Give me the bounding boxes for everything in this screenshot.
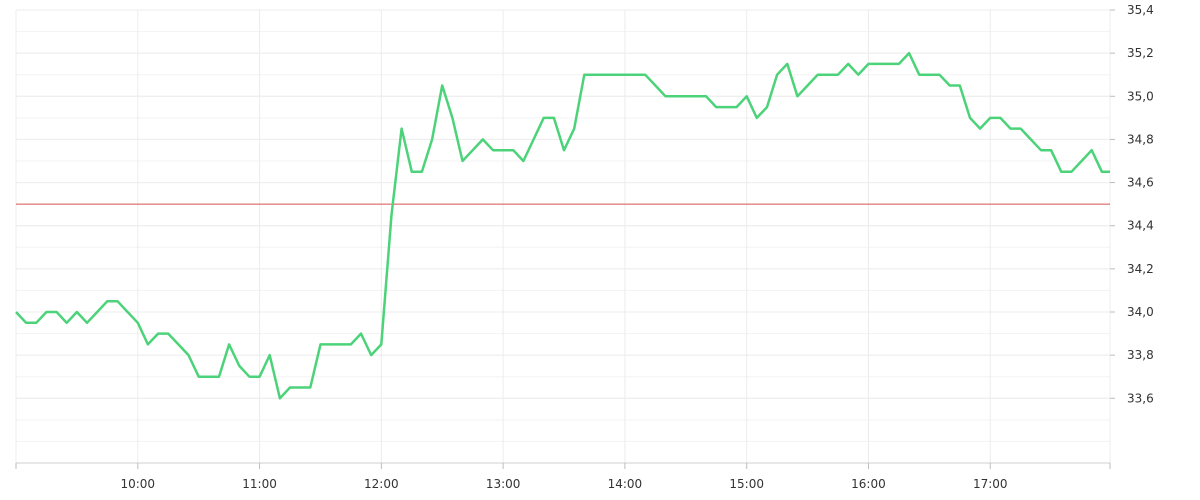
y-tick-label: 34,4 <box>1127 219 1154 233</box>
y-tick-label: 35,4 <box>1127 3 1154 17</box>
chart-grid <box>15 9 1111 464</box>
x-tick-label: 13:00 <box>486 477 521 491</box>
x-axis-ticks: 10:00 11:00 12:00 13:00 14:00 15:00 16:00 17:00 <box>15 463 1111 491</box>
x-tick-label: 10:00 <box>120 477 155 491</box>
y-axis-ticks: 33,6 33,8 34,0 34,2 34,4 34,6 34,8 35,0 35,2 35,4 <box>1110 3 1154 405</box>
x-tick-label: 14:00 <box>608 477 643 491</box>
price-series-line <box>15 51 1110 400</box>
y-tick-label: 33,6 <box>1127 391 1154 405</box>
y-tick-label: 35,0 <box>1127 89 1154 103</box>
y-tick-label: 33,8 <box>1127 348 1154 362</box>
y-tick-label: 34,0 <box>1127 305 1154 319</box>
x-tick-label: 17:00 <box>973 477 1008 491</box>
y-tick-label: 35,2 <box>1127 46 1154 60</box>
x-tick-label: 15:00 <box>729 477 764 491</box>
y-tick-label: 34,8 <box>1127 132 1154 146</box>
y-tick-label: 34,2 <box>1127 262 1154 276</box>
y-tick-label: 34,6 <box>1127 176 1154 190</box>
x-tick-label: 12:00 <box>364 477 399 491</box>
x-tick-label: 16:00 <box>851 477 886 491</box>
x-tick-label: 11:00 <box>242 477 277 491</box>
